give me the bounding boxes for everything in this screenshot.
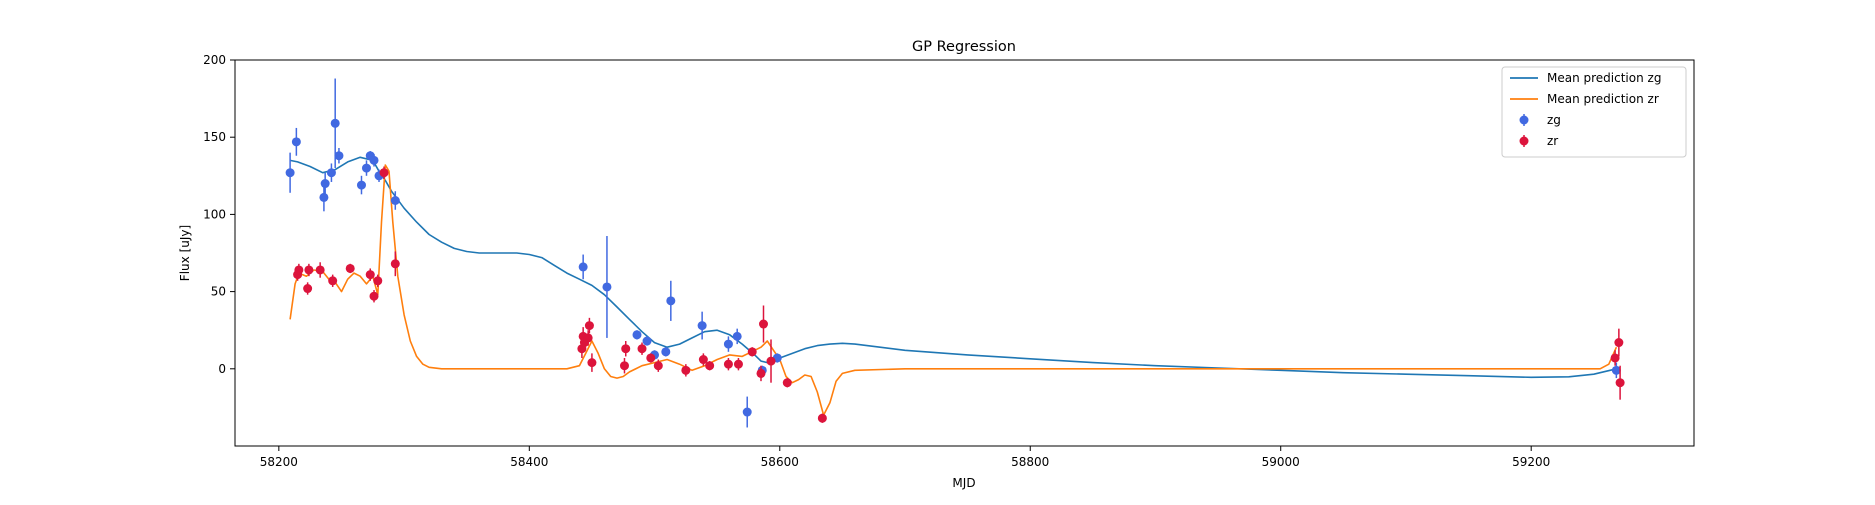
data-point-zg <box>661 347 671 357</box>
axes-frame <box>234 59 1695 447</box>
data-point-zr <box>653 361 663 371</box>
data-point-zg <box>723 339 733 349</box>
data-point-zr <box>698 355 708 365</box>
data-point-zr <box>373 276 383 286</box>
data-point-zr <box>723 359 733 369</box>
legend-box <box>1501 66 1687 158</box>
data-point-zr <box>583 333 593 343</box>
y-tick-label: 150 <box>203 130 226 144</box>
legend-label: Mean prediction zr <box>1547 92 1659 106</box>
data-point-zr <box>294 265 304 275</box>
data-point-zr <box>621 344 631 354</box>
data-point-zg <box>578 262 588 272</box>
data-point-zr <box>758 319 768 329</box>
legend-label: Mean prediction zg <box>1547 71 1661 85</box>
data-point-zr <box>390 259 400 269</box>
data-point-zr <box>733 359 743 369</box>
data-point-zg <box>742 407 752 417</box>
data-point-zr <box>619 361 629 371</box>
data-point-zr <box>315 265 325 275</box>
legend-marker-swatch <box>1519 115 1529 125</box>
y-axis-label: Flux [uJy] <box>178 225 192 281</box>
data-point-zg <box>330 118 340 128</box>
data-point-zr <box>587 358 597 368</box>
data-point-zr <box>1615 378 1625 388</box>
data-point-zr <box>637 344 647 354</box>
y-tick-label: 0 <box>218 362 226 376</box>
data-point-zr <box>328 276 338 286</box>
y-tick-label: 100 <box>203 207 226 221</box>
data-point-zg <box>320 179 330 189</box>
data-point-zr <box>345 263 355 273</box>
data-point-zg <box>334 151 344 161</box>
data-point-zg <box>326 168 336 178</box>
data-point-zg <box>361 163 371 173</box>
series-line-mean-prediction-zr <box>289 164 1618 416</box>
x-tick-label: 58200 <box>260 455 298 469</box>
x-axis: 58200 58400 58600 58800 59000 59200 <box>260 446 1550 469</box>
data-point-zr <box>817 413 827 423</box>
data-point-zr <box>705 361 715 371</box>
data-point-zr <box>782 378 792 388</box>
data-point-zg <box>285 168 295 178</box>
data-point-zr <box>303 284 313 294</box>
data-point-zg <box>732 331 742 341</box>
data-point-zr <box>365 270 375 280</box>
data-point-zr <box>369 291 379 301</box>
data-point-zg <box>390 196 400 206</box>
y-tick-label: 200 <box>203 53 226 67</box>
data-point-zg <box>602 282 612 292</box>
y-tick-label: 50 <box>211 285 226 299</box>
chart-title: GP Regression <box>912 39 1016 55</box>
data-point-zg <box>632 330 642 340</box>
data-point-zr <box>766 356 776 366</box>
data-point-zr <box>747 347 757 357</box>
data-point-zr <box>646 353 656 363</box>
data-point-zg <box>697 321 707 331</box>
data-point-zg <box>666 296 676 306</box>
data-point-zr <box>756 368 766 378</box>
data-point-zg <box>356 180 366 190</box>
x-tick-label: 58600 <box>761 455 799 469</box>
data-point-zg <box>319 192 329 202</box>
x-tick-label: 58400 <box>510 455 548 469</box>
data-point-zr <box>1614 338 1624 348</box>
x-tick-label: 59000 <box>1262 455 1300 469</box>
data-point-zg <box>291 137 301 147</box>
x-tick-label: 58800 <box>1011 455 1049 469</box>
data-point-zr <box>681 365 691 375</box>
data-point-zg <box>642 336 652 346</box>
legend-label: zg <box>1547 113 1561 127</box>
legend-marker-swatch <box>1519 136 1529 146</box>
data-point-zg <box>1611 365 1621 375</box>
data-point-zg <box>369 155 379 165</box>
data-point-zr <box>304 265 314 275</box>
data-point-zr <box>1610 353 1620 363</box>
x-axis-label: MJD <box>952 476 975 490</box>
legend-label: zr <box>1547 134 1558 148</box>
y-axis: 0 50 100 150 200 <box>203 53 235 376</box>
legend: Mean prediction zg Mean prediction zr zg zr <box>1501 66 1687 158</box>
plot-area <box>285 78 1625 428</box>
x-tick-label: 59200 <box>1512 455 1550 469</box>
data-point-zr <box>379 168 389 178</box>
data-point-zr <box>584 321 594 331</box>
